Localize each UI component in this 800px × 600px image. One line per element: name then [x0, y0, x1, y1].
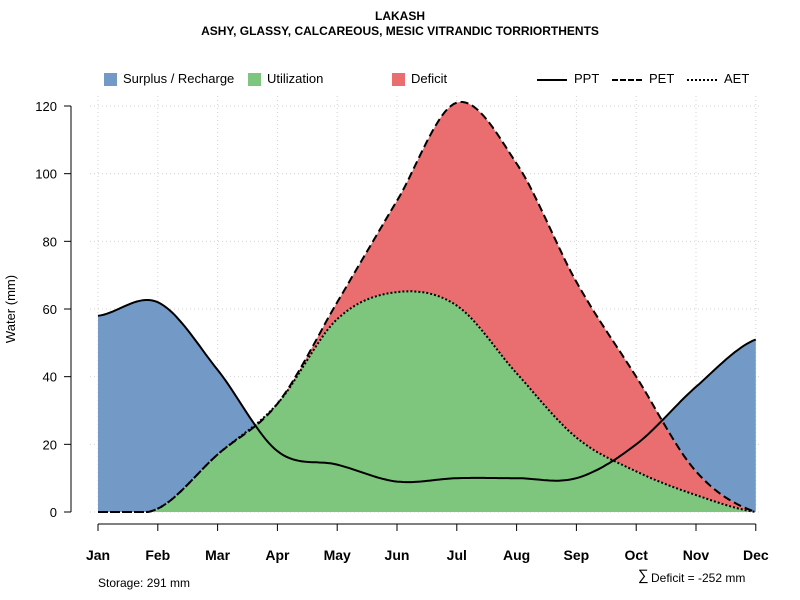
x-tick-label: Apr	[265, 547, 290, 563]
chart-subtitle: ASHY, GLASSY, CALCAREOUS, MESIC VITRANDI…	[201, 24, 599, 38]
legend-swatch-utilization	[248, 73, 261, 86]
ppt-line	[97, 299, 757, 484]
y-tick-label: 120	[35, 99, 57, 114]
pet-line	[98, 101, 757, 513]
legend-label-pet: PET	[649, 71, 675, 86]
x-tick-label: Feb	[145, 547, 170, 563]
legend-line-aet	[687, 79, 717, 81]
legend-line-ppt	[537, 79, 567, 81]
x-tick-label: Aug	[503, 547, 530, 563]
legend-label-deficit: Deficit	[411, 71, 448, 86]
y-tick-label: 40	[43, 370, 57, 385]
utilization-area	[98, 291, 756, 512]
storage-annotation: Storage: 291 mm	[98, 576, 191, 590]
x-tick-label: Jun	[385, 547, 410, 563]
x-tick-label: May	[324, 547, 351, 563]
legend-label-aet: AET	[724, 71, 750, 86]
sigma-symbol: ∑	[638, 567, 649, 584]
y-axis-label: Water (mm)	[3, 275, 18, 343]
legend-swatch-surplus	[104, 73, 117, 86]
legend-line-pet	[612, 79, 642, 81]
x-tick-label: Jul	[447, 547, 467, 563]
x-tick-label: Dec	[743, 547, 769, 563]
deficit-annotation: Deficit = -252 mm	[651, 571, 746, 585]
aet-line	[98, 290, 756, 513]
y-tick-label: 0	[50, 505, 57, 520]
legend-swatch-deficit	[392, 73, 405, 86]
y-tick-label: 20	[43, 437, 57, 452]
legend-label-utilization: Utilization	[267, 71, 324, 86]
y-tick-label: 60	[43, 302, 57, 317]
x-tick-label: Jan	[86, 547, 110, 563]
chart-title: LAKASH	[375, 9, 425, 23]
x-tick-label: Sep	[564, 547, 590, 563]
y-tick-label: 80	[43, 234, 57, 249]
deficit-area	[98, 102, 756, 512]
y-tick-label: 100	[35, 167, 57, 182]
legend-label-ppt: PPT	[574, 71, 600, 86]
x-tick-label: Oct	[625, 547, 649, 563]
x-tick-label: Nov	[683, 547, 710, 563]
legend-label-surplus: Surplus / Recharge	[123, 71, 235, 86]
surplus-area	[98, 102, 756, 512]
x-tick-label: Mar	[205, 547, 230, 563]
